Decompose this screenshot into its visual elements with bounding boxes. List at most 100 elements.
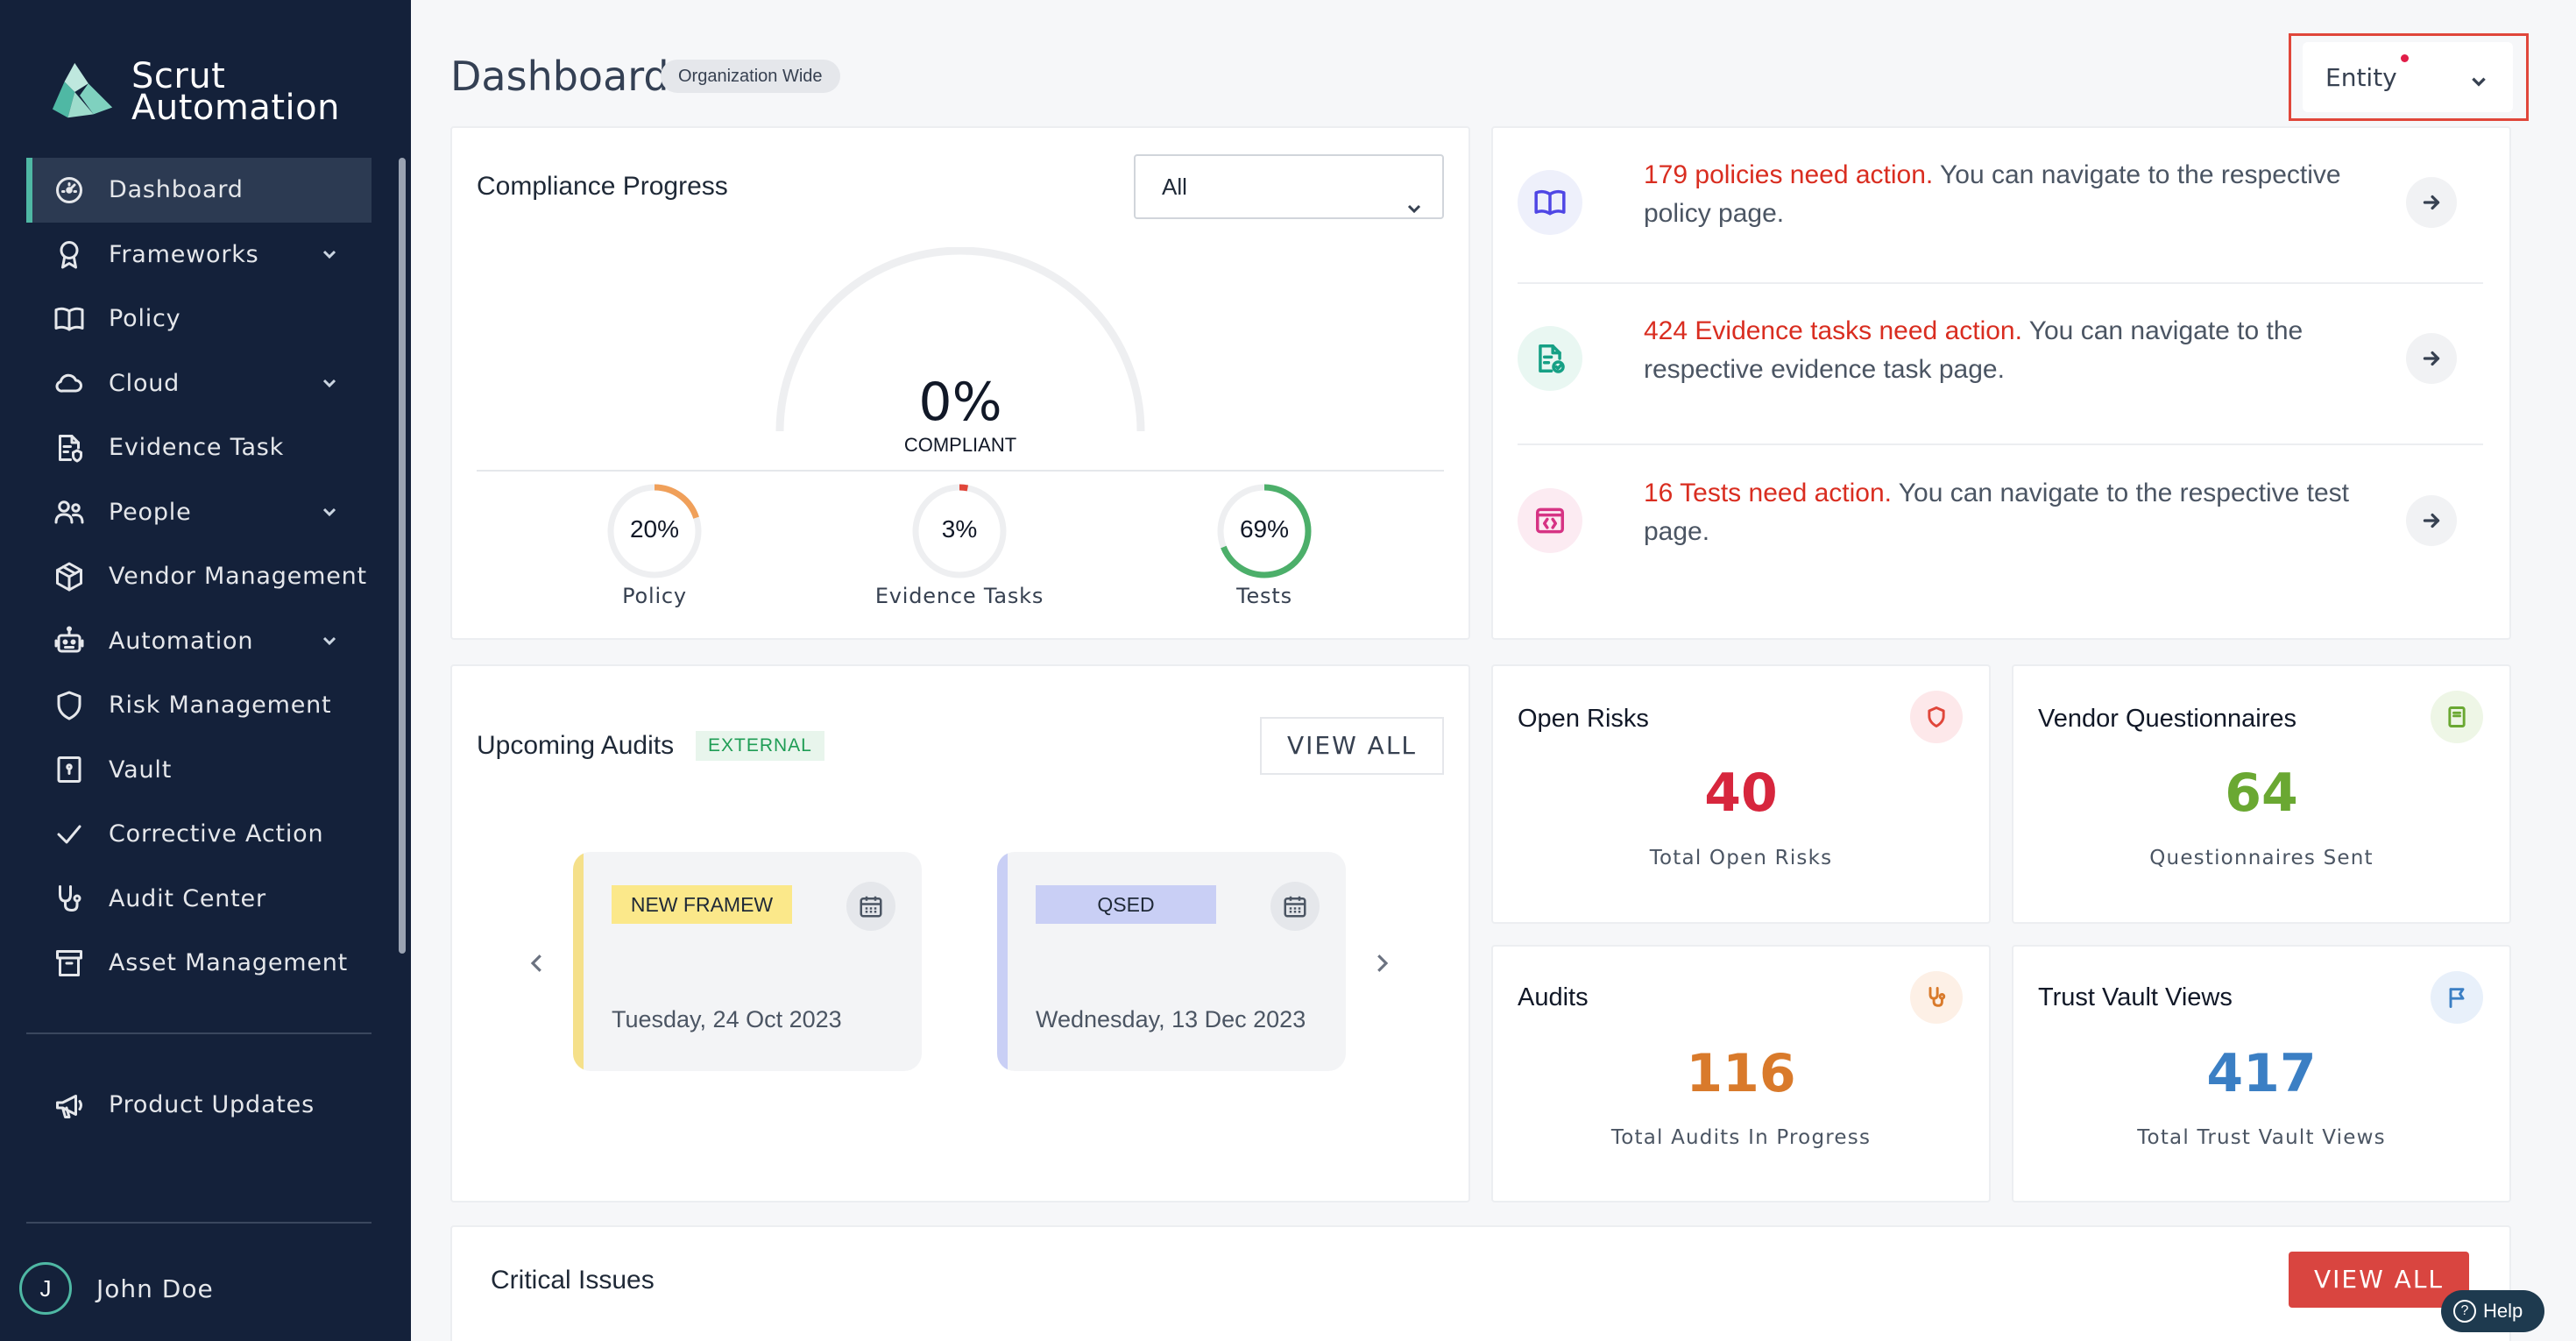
chevron-down-icon[interactable] (321, 503, 338, 521)
sidebar-item-automation[interactable]: Automation (26, 609, 372, 674)
compliance-filter-value: All (1162, 174, 1187, 200)
compliance-progress-title: Compliance Progress (477, 172, 728, 201)
file-shield-icon (51, 429, 88, 466)
critical-issues-view-all-button[interactable]: VIEW ALL (2289, 1252, 2469, 1308)
sidebar-item-policy[interactable]: Policy (26, 287, 372, 351)
evidence-tasks-progress-ring (912, 484, 1007, 578)
user-profile[interactable]: J John Doe (19, 1262, 214, 1315)
tests-action-row[interactable]: 16 Tests need action. You can navigate t… (1518, 467, 2483, 607)
vendor-questionnaires-value: 64 (2225, 763, 2298, 824)
sidebar-item-label: Policy (109, 305, 181, 333)
compliance-filter-select[interactable]: All (1134, 154, 1444, 219)
open-risks-card[interactable] (1491, 664, 1991, 924)
chevron-down-icon[interactable] (321, 374, 338, 392)
people-icon (51, 493, 88, 530)
sidebar-item-audit-center[interactable]: Audit Center (26, 867, 372, 932)
scrut-logo-icon (52, 62, 113, 118)
sidebar-item-dashboard[interactable]: Dashboard (26, 158, 372, 223)
sidebar-item-label: Risk Management (109, 692, 332, 720)
vendor-questionnaires-card[interactable] (2012, 664, 2511, 924)
audits-stat-title: Audits (1518, 983, 1589, 1011)
chevron-down-icon[interactable] (321, 632, 338, 649)
sidebar-item-cloud[interactable]: Cloud (26, 351, 372, 416)
sidebar-item-label: Corrective Action (109, 820, 324, 848)
sidebar-item-risk-management[interactable]: Risk Management (26, 673, 372, 738)
brand-logo[interactable]: Scrut Automation (49, 58, 340, 126)
trust-vault-views-card[interactable] (2012, 945, 2511, 1203)
sidebar-item-label: Vendor Management (109, 563, 367, 591)
calendar-icon[interactable] (1270, 882, 1320, 931)
evidence-tasks-action-row[interactable]: 424 Evidence tasks need action. You can … (1518, 305, 2483, 445)
audit-card-accent (573, 852, 584, 1071)
sidebar-item-evidence-task[interactable]: Evidence Task (26, 415, 372, 480)
policies-action-text: 179 policies need action. You can naviga… (1644, 156, 2362, 233)
award-icon (51, 236, 88, 273)
entity-dropdown[interactable]: Entity (2303, 42, 2513, 112)
gauge-track (775, 247, 1145, 432)
trust-vault-views-title: Trust Vault Views (2038, 983, 2233, 1011)
arrow-right-icon[interactable] (2406, 333, 2457, 384)
carousel-next-button[interactable] (1369, 950, 1395, 976)
tests-metric-label: Tests (1236, 584, 1292, 608)
audit-card[interactable]: NEW FRAMEW Tuesday, 24 Oct 2023 (573, 852, 922, 1071)
help-label: Help (2483, 1300, 2523, 1322)
tests-action-text: 16 Tests need action. You can navigate t… (1644, 474, 2362, 551)
sidebar-item-people[interactable]: People (26, 480, 372, 545)
robot-icon (51, 622, 88, 659)
sidebar-item-vault[interactable]: Vault (26, 738, 372, 803)
dashboard-icon (51, 172, 88, 209)
evidence-tasks-action-text: 424 Evidence tasks need action. You can … (1644, 312, 2362, 389)
external-badge: EXTERNAL (696, 731, 824, 761)
evidence-tasks-progress-arc (912, 484, 1007, 578)
evidence-tasks-percent: 3% (941, 515, 978, 543)
audit-date: Wednesday, 13 Dec 2023 (1036, 1006, 1306, 1032)
sidebar-item-label: Automation (109, 627, 254, 655)
chevron-down-icon[interactable] (321, 245, 338, 263)
policies-action-highlight: 179 policies need action. (1644, 160, 1934, 189)
sidebar-item-asset-management[interactable]: Asset Management (26, 931, 372, 996)
sidebar-item-frameworks[interactable]: Frameworks (26, 223, 372, 287)
sidebar-item-label: Dashboard (109, 176, 244, 204)
clipboard-icon (2431, 691, 2483, 743)
policies-action-row[interactable]: 179 policies need action. You can naviga… (1518, 149, 2483, 289)
action-divider (1518, 282, 2483, 284)
audits-stat-value: 116 (1686, 1043, 1796, 1104)
overall-compliance-percent: 0% (918, 372, 1002, 433)
arrow-right-icon[interactable] (2406, 495, 2457, 546)
check-icon (51, 816, 88, 853)
action-divider (1518, 443, 2483, 445)
audits-stat-card[interactable] (1491, 945, 1991, 1203)
pending-actions-card (1491, 126, 2511, 640)
entity-label: Entity (2325, 62, 2397, 92)
megaphone-icon (51, 1087, 88, 1124)
flag-icon (2431, 971, 2483, 1024)
vault-icon (51, 751, 88, 788)
critical-issues-card (450, 1225, 2511, 1341)
page-title: Dashboard (450, 53, 669, 100)
audit-card-accent (997, 852, 1008, 1071)
arrow-right-icon[interactable] (2406, 177, 2457, 228)
chevron-left-icon (530, 954, 541, 972)
compliance-gauge (775, 247, 1145, 432)
sidebar-nav: Dashboard Frameworks Policy Cloud Eviden… (26, 158, 372, 996)
calendar-icon[interactable] (846, 882, 895, 931)
policy-metric-label: Policy (622, 584, 687, 608)
trust-vault-views-value: 417 (2206, 1043, 2317, 1104)
sidebar-item-corrective-action[interactable]: Corrective Action (26, 802, 372, 867)
box-icon (51, 558, 88, 595)
sidebar-scrollbar[interactable] (399, 158, 406, 954)
policies-action-description: You can navigate to the respective polic… (1644, 160, 2341, 228)
notification-dot (2401, 54, 2409, 62)
audit-card[interactable]: QSED Wednesday, 13 Dec 2023 (997, 852, 1346, 1071)
open-risks-title: Open Risks (1518, 705, 1649, 733)
carousel-prev-button[interactable] (524, 950, 550, 976)
sidebar-item-product-updates[interactable]: Product Updates (26, 1073, 372, 1138)
sidebar-item-vendor-management[interactable]: Vendor Management (26, 544, 372, 609)
help-button[interactable]: ? Help (2441, 1290, 2544, 1332)
archive-icon (51, 945, 88, 982)
audit-date: Tuesday, 24 Oct 2023 (612, 1006, 842, 1032)
help-icon: ? (2453, 1300, 2476, 1323)
sidebar-item-label: Audit Center (109, 884, 266, 912)
audits-view-all-button[interactable]: VIEW ALL (1260, 717, 1444, 775)
policy-progress-arc (607, 484, 702, 578)
